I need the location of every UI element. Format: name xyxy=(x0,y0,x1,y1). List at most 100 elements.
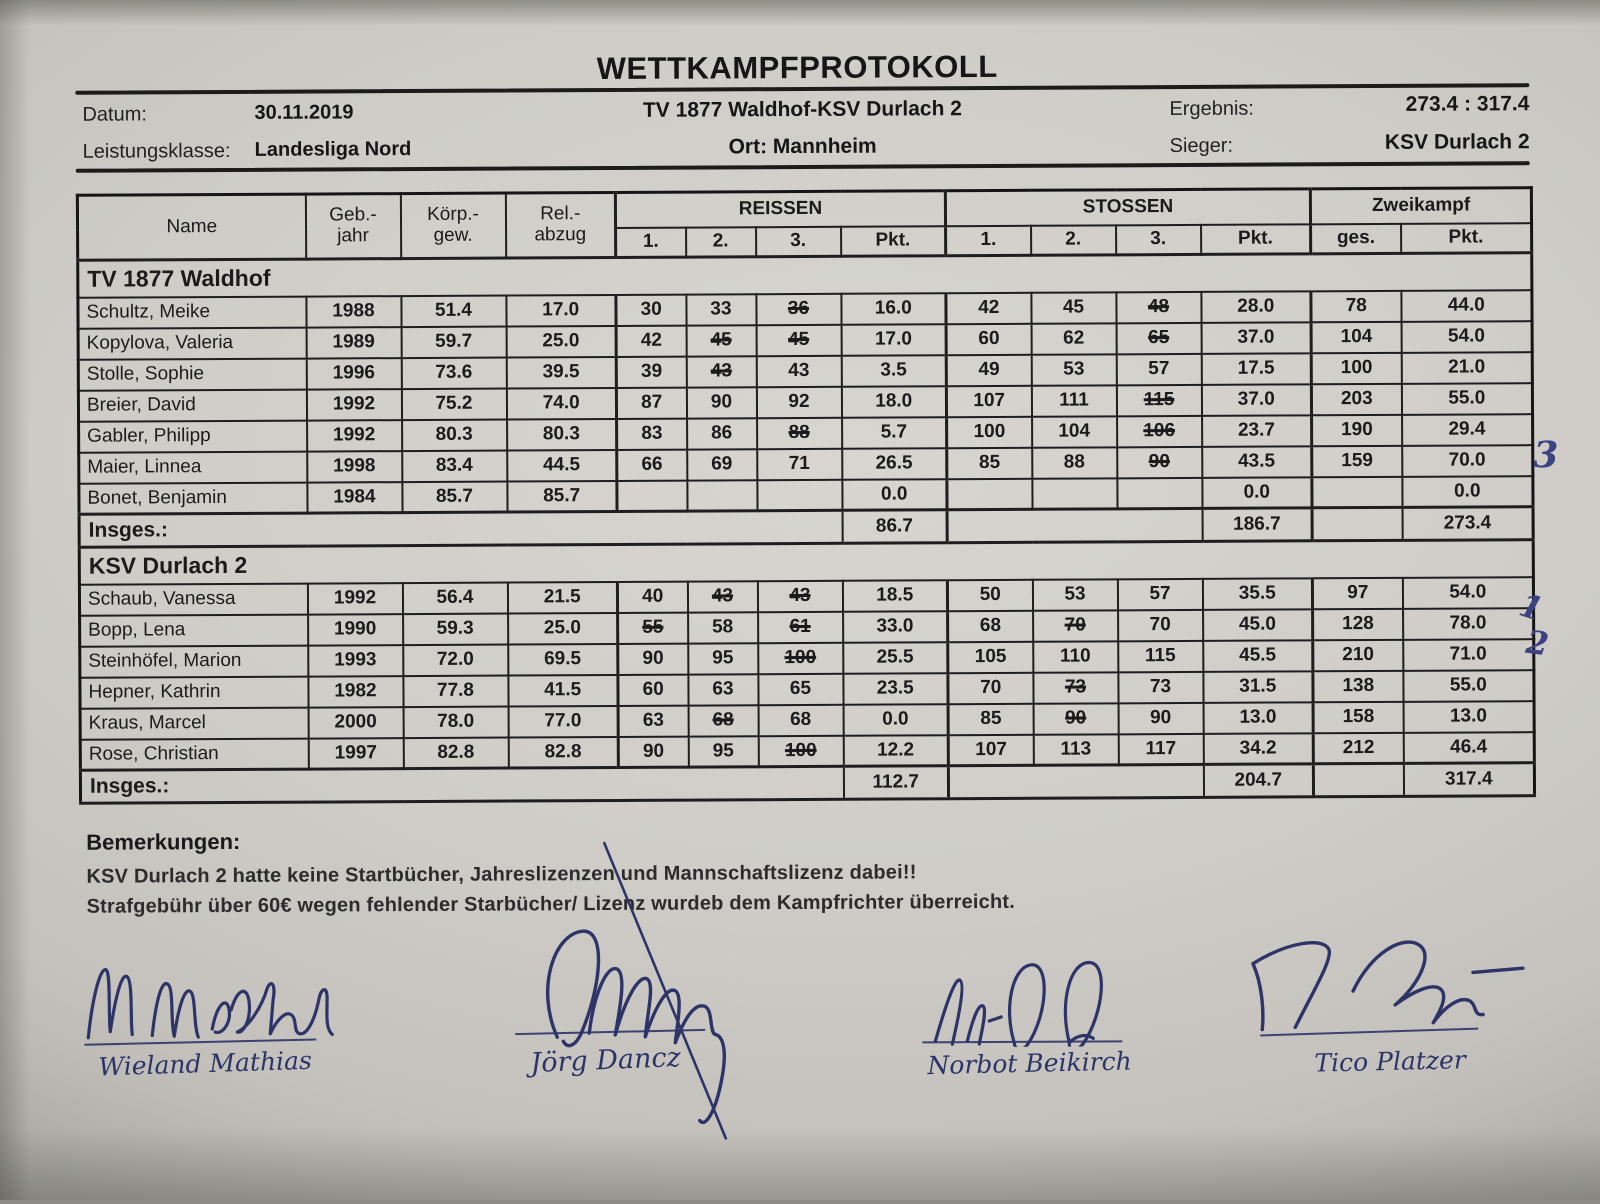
rel-abzug-cell: 44.5 xyxy=(507,449,617,481)
stossen-attempt-cell: 49 xyxy=(946,354,1031,385)
rel-abzug-cell: 74.0 xyxy=(506,387,616,419)
reissen-attempt-cell: 55 xyxy=(618,612,688,643)
total-stossen-points: 204.7 xyxy=(1203,764,1313,798)
stossen-attempt-cell: 60 xyxy=(946,323,1031,354)
zweikampf-points-cell: 44.0 xyxy=(1401,290,1532,322)
stossen-attempt-cell: 62 xyxy=(1031,323,1116,354)
zweikampf-points-cell: 54.0 xyxy=(1401,321,1532,353)
stossen-points-cell: 13.0 xyxy=(1203,702,1313,734)
total-reissen-points: 112.7 xyxy=(843,766,948,800)
reissen-attempt-cell: 30 xyxy=(616,294,686,325)
stossen-points-cell: 31.5 xyxy=(1203,671,1313,703)
reissen-points-cell: 18.0 xyxy=(841,386,946,418)
signature-name-1: Wieland Mathias xyxy=(98,1046,312,1082)
reissen-points-cell: 0.0 xyxy=(843,704,948,736)
stossen-attempt-cell xyxy=(1032,478,1117,509)
bodyweight-cell: 77.8 xyxy=(403,675,508,707)
reissen-attempt-cell: 43 xyxy=(686,356,756,387)
reissen-attempt-cell: 90 xyxy=(686,387,756,418)
sieger-label: Sieger: xyxy=(1170,135,1233,158)
reissen-attempt-cell: 45 xyxy=(756,324,841,355)
reissen-attempt-cell: 100 xyxy=(758,642,843,673)
reissen-attempt-cell xyxy=(687,480,757,511)
ort-value: Ort: Mannheim xyxy=(76,131,1530,163)
rel-abzug-cell: 25.0 xyxy=(508,612,618,644)
reissen-attempt-cell: 60 xyxy=(618,674,688,705)
stossen-attempt-cell: 42 xyxy=(946,292,1031,323)
athlete-name: Kraus, Marcel xyxy=(80,707,308,739)
stossen-attempt-cell: 48 xyxy=(1116,291,1201,322)
stossen-attempt-cell: 50 xyxy=(947,579,1032,610)
column-subheader: 1. xyxy=(616,227,686,257)
athlete-name: Maier, Linnea xyxy=(79,451,307,483)
column-subheader: Pkt. xyxy=(1401,223,1532,254)
reissen-attempt-cell: 63 xyxy=(688,674,758,705)
bodyweight-cell: 82.8 xyxy=(403,737,508,769)
birth-year-cell: 1982 xyxy=(308,676,403,707)
total-kg-cell: 203 xyxy=(1311,383,1401,414)
stossen-attempt-cell: 107 xyxy=(948,734,1033,765)
reissen-attempt-cell: 71 xyxy=(757,448,842,479)
bodyweight-cell: 83.4 xyxy=(402,450,507,482)
birth-year-cell: 1988 xyxy=(306,296,401,327)
reissen-attempt-cell: 40 xyxy=(617,581,687,612)
sieger-value: KSV Durlach 2 xyxy=(1320,130,1530,155)
athlete-name: Steinhöfel, Marion xyxy=(80,645,308,677)
stossen-attempt-cell: 70 xyxy=(948,672,1033,703)
stossen-attempt-cell: 111 xyxy=(1031,385,1116,416)
zweikampf-points-cell: 70.0 xyxy=(1402,445,1533,477)
column-subheader: Pkt. xyxy=(1201,224,1311,255)
reissen-attempt-cell: 95 xyxy=(688,736,758,767)
zweikampf-points-cell: 55.0 xyxy=(1401,383,1532,415)
stossen-attempt-cell: 113 xyxy=(1033,734,1118,765)
stossen-points-cell: 43.5 xyxy=(1202,446,1312,478)
stossen-attempt-cell: 115 xyxy=(1118,640,1203,671)
reissen-points-cell: 3.5 xyxy=(841,355,946,387)
bodyweight-cell: 73.6 xyxy=(401,357,506,389)
stossen-attempt-cell xyxy=(947,478,1032,509)
stossen-attempt-cell: 85 xyxy=(947,447,1032,478)
birth-year-cell: 1993 xyxy=(308,645,403,676)
reissen-points-cell: 12.2 xyxy=(843,735,948,767)
zweikampf-points-cell: 54.0 xyxy=(1402,577,1533,609)
reissen-points-cell: 18.5 xyxy=(842,580,947,612)
birth-year-cell: 1992 xyxy=(307,583,402,614)
zweikampf-points-cell: 46.4 xyxy=(1403,732,1534,764)
reissen-attempt-cell xyxy=(617,480,687,511)
total-zweikampf-points: 273.4 xyxy=(1402,507,1533,541)
athlete-name: Bonet, Benjamin xyxy=(79,482,307,514)
rel-abzug-cell: 17.0 xyxy=(506,294,616,326)
total-stossen-points: 186.7 xyxy=(1202,508,1312,542)
reissen-attempt-cell: 68 xyxy=(758,704,843,735)
column-subheader: Pkt. xyxy=(841,226,946,257)
signature-name-3: Norbot Beikirch xyxy=(927,1046,1132,1080)
total-reissen-points: 86.7 xyxy=(842,510,947,544)
stossen-attempt-cell: 104 xyxy=(1032,416,1117,447)
column-header-relabzug: Rel.- abzug xyxy=(505,192,615,258)
reissen-attempt-cell: 68 xyxy=(688,705,758,736)
total-ges-spacer xyxy=(1312,507,1402,540)
reissen-attempt-cell: 66 xyxy=(617,449,687,480)
reissen-points-cell: 23.5 xyxy=(843,673,948,705)
signature-scribble-1 xyxy=(80,940,336,1045)
reissen-points-cell: 25.5 xyxy=(843,642,948,674)
bodyweight-cell: 59.7 xyxy=(401,326,506,358)
birth-year-cell: 1997 xyxy=(308,738,403,769)
athlete-name: Bopp, Lena xyxy=(80,614,308,646)
reissen-attempt-cell: 92 xyxy=(756,386,841,417)
reissen-attempt-cell: 36 xyxy=(756,293,841,324)
total-kg-cell xyxy=(1312,476,1402,507)
zweikampf-points-cell: 55.0 xyxy=(1403,670,1534,702)
total-label: Insges.: xyxy=(79,510,842,547)
stossen-attempt-cell: 73 xyxy=(1118,671,1203,702)
stossen-points-cell: 45.0 xyxy=(1203,609,1313,641)
total-kg-cell: 128 xyxy=(1313,608,1403,639)
stossen-attempt-cell: 53 xyxy=(1031,354,1116,385)
bodyweight-cell: 80.3 xyxy=(402,419,507,451)
total-kg-cell: 104 xyxy=(1311,321,1401,352)
bodyweight-cell: 75.2 xyxy=(401,388,506,420)
column-subheader: 1. xyxy=(946,225,1031,255)
column-subheader: 3. xyxy=(1116,224,1201,254)
reissen-attempt-cell: 83 xyxy=(617,418,687,449)
